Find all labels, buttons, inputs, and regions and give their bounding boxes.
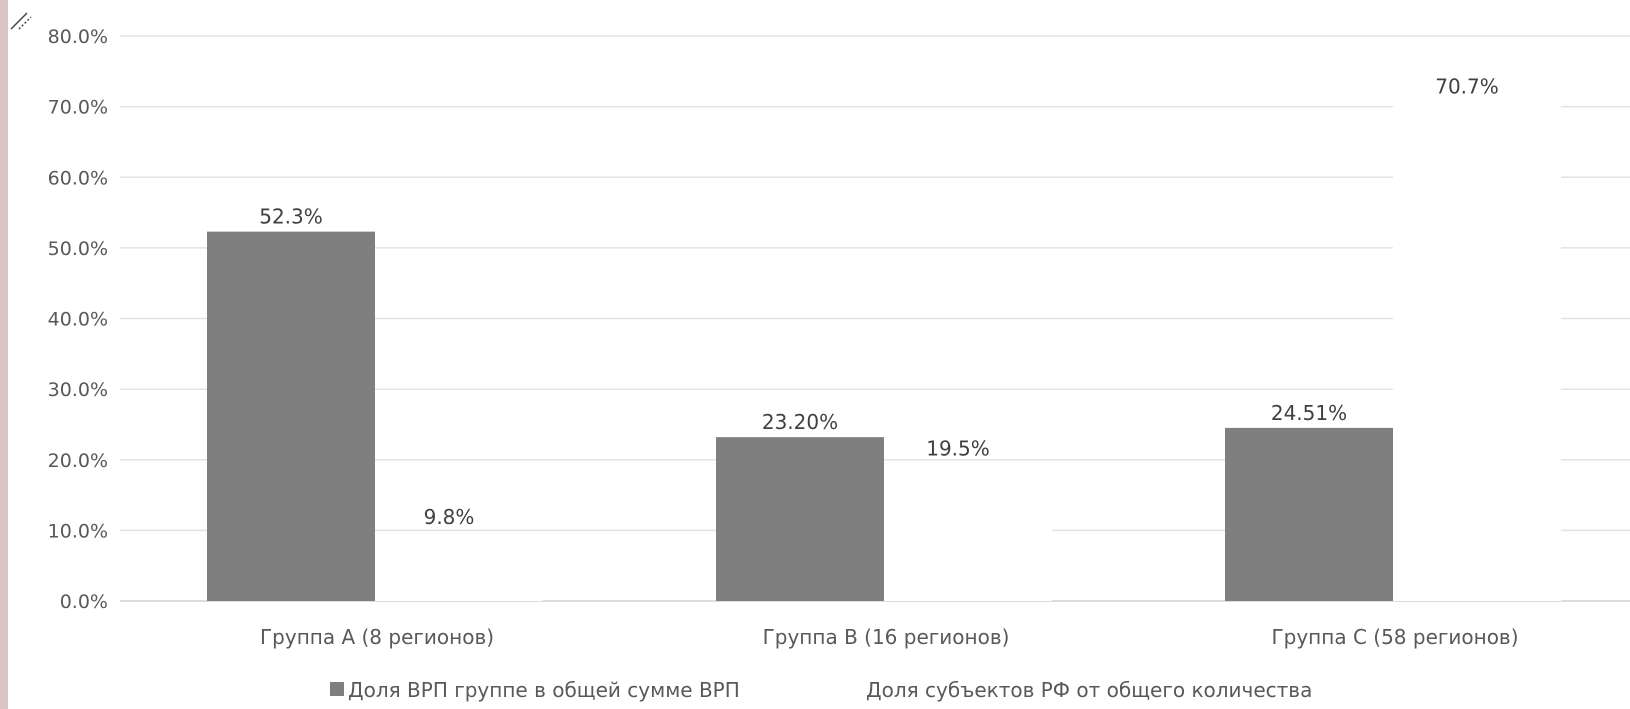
left-edge-strip — [0, 0, 8, 709]
data-label-series-2: 19.5% — [926, 436, 990, 460]
legend-label-series-1: Доля ВРП группе в общей сумме ВРП — [348, 678, 740, 702]
y-tick-label: 10.0% — [48, 520, 108, 542]
x-category-label: Группа А (8 регионов) — [260, 625, 494, 649]
y-tick-label: 0.0% — [60, 591, 108, 613]
y-tick-label: 40.0% — [48, 309, 108, 331]
bar-series-1 — [207, 231, 375, 601]
y-tick-label: 20.0% — [48, 450, 108, 472]
y-tick-label: 70.0% — [48, 97, 108, 119]
legend-swatch-series-2 — [846, 682, 860, 696]
resize-handle-icon — [10, 12, 32, 30]
bar-series-2 — [884, 463, 1052, 601]
bar-series-1 — [1225, 427, 1393, 601]
data-label-series-1: 24.51% — [1271, 401, 1347, 425]
bar-series-1 — [716, 437, 884, 601]
legend-label-series-2: Доля субъектов РФ от общего количества — [866, 678, 1312, 702]
x-category-label: Группа В (16 регионов) — [763, 625, 1010, 649]
data-label-series-2: 9.8% — [424, 505, 475, 529]
y-tick-label: 60.0% — [48, 167, 108, 189]
bar-series-2 — [1393, 101, 1561, 602]
data-label-series-2: 70.7% — [1435, 75, 1499, 99]
data-label-series-1: 23.20% — [762, 410, 838, 434]
bar-series-2 — [375, 531, 543, 601]
y-tick-label: 80.0% — [48, 26, 108, 48]
legend-swatch-series-1 — [330, 682, 344, 696]
data-label-series-1: 52.3% — [259, 205, 323, 229]
y-tick-label: 50.0% — [48, 238, 108, 260]
y-tick-label: 30.0% — [48, 379, 108, 401]
x-category-label: Группа С (58 регионов) — [1271, 625, 1518, 649]
